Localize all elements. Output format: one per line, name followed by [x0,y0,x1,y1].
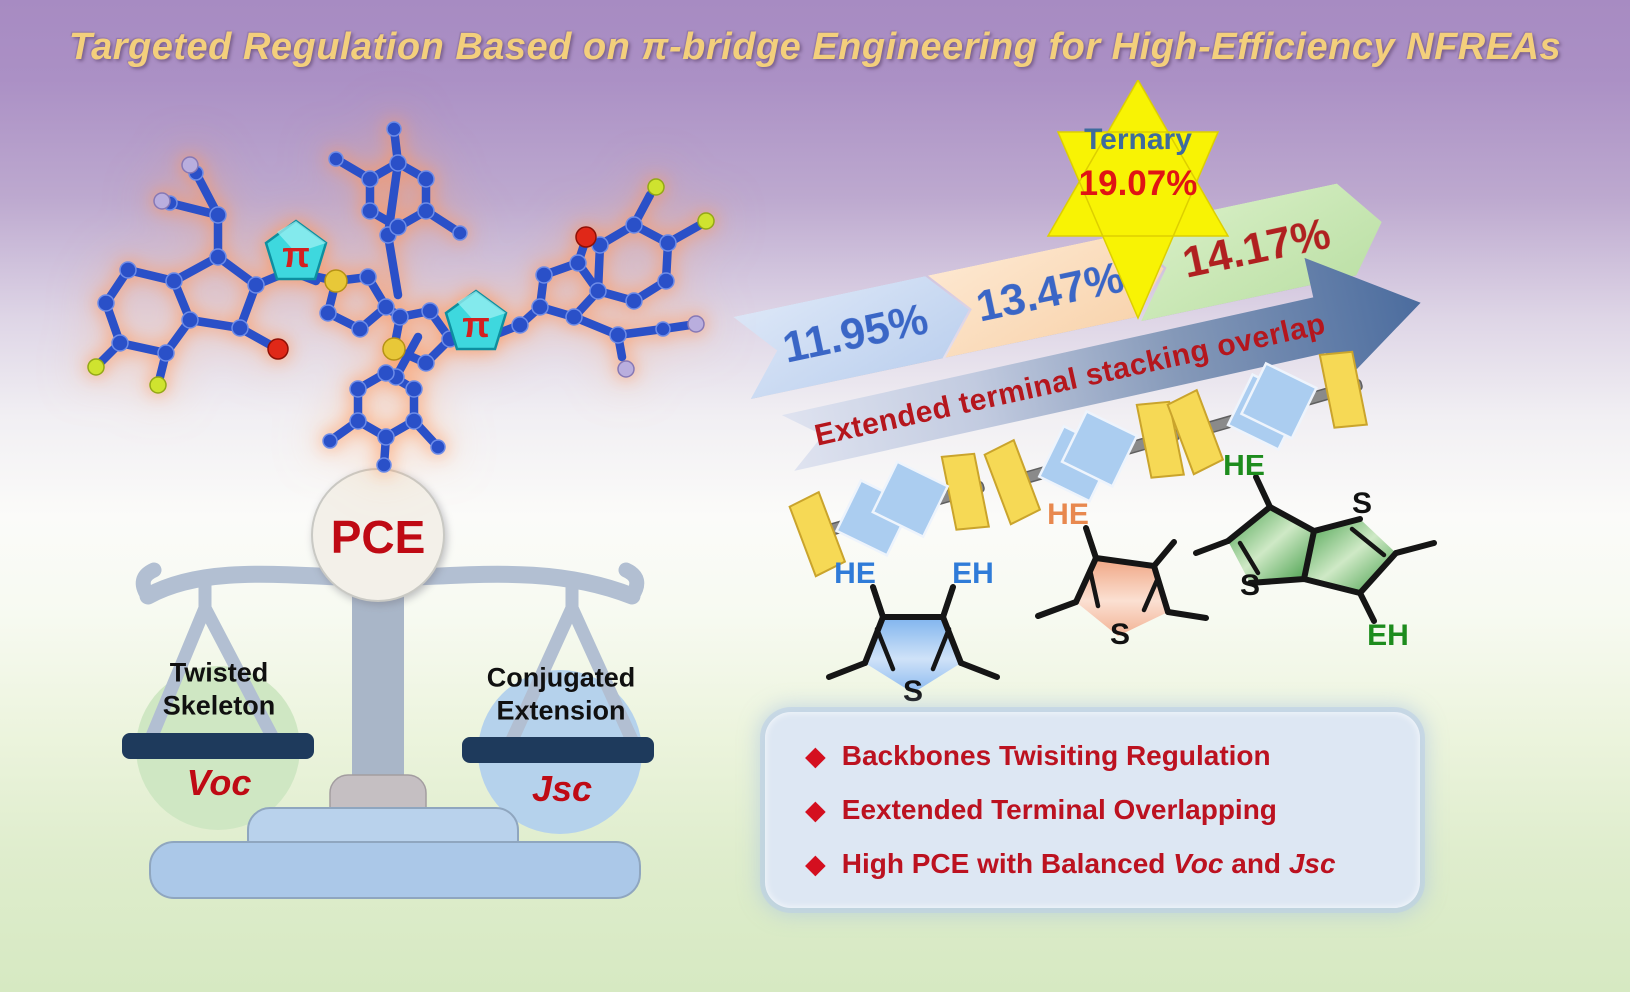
thiophene-orange: S HE [1035,500,1209,651]
key-point-1-text: Backbones Twisiting Regulation [841,740,1271,771]
nitrogen-atom [617,360,635,378]
balance-scale [122,468,654,899]
diamond-bullet-icon: ◆ [805,794,826,825]
pi-symbol: π [282,234,310,275]
sulfur-atom [382,337,406,361]
diamond-bullet-icon: ◆ [805,848,826,879]
fluorine-atom [647,178,665,196]
key-point-3: ◆ High PCE with Balanced Voc and Jsc [805,848,1420,880]
jsc-pan-title-line1: Conjugated [486,662,636,693]
diamond-bullet-icon: ◆ [805,740,826,771]
thienothiophene-green: S S HE EH [1193,455,1437,652]
sulfur-atom [324,269,348,293]
pce-label: PCE [330,511,426,563]
fluorine-atom [697,212,715,230]
jsc-pan-bar [462,737,654,763]
carbon-atoms [97,121,677,473]
voc-pan-title-line2: Skeleton [162,690,276,721]
oxygen-atom [267,338,289,360]
ternary-label: Ternary [1084,123,1192,156]
key-points-box: ◆ Backbones Twisiting Regulation ◆ Eexte… [765,712,1420,908]
nitrogen-atom [687,315,705,333]
key-point-1: ◆ Backbones Twisiting Regulation [805,740,1420,772]
pi-symbol: π [462,304,490,345]
thiophene-blue: S HE EH [826,557,1000,708]
stacking-schematic-3 [1166,350,1369,476]
oxygen-atom [575,226,597,248]
he-label-blue: HE [834,557,876,590]
ternary-star-icon [1046,80,1230,320]
jsc-pan-title-line2: Extension [496,695,626,726]
sulfur-label: S [903,675,923,708]
eh-label-green: EH [1367,619,1409,652]
voc-pan-title-line1: Twisted [169,657,269,688]
voc-pan-bar [122,733,314,759]
key-point-3-text: High PCE with Balanced Voc and Jsc [841,848,1336,879]
sulfur-label: S [1352,487,1372,520]
he-label-green: HE [1223,455,1265,482]
fluorine-atom [87,358,105,376]
eh-label-blue: EH [952,557,994,590]
stacking-schematic-1 [788,452,991,578]
key-point-2: ◆ Eextended Terminal Overlapping [805,794,1420,826]
jsc-value: Jsc [531,768,593,809]
nitrogen-atom [181,156,199,174]
fluorine-atom [149,376,167,394]
pi-bridge-unit: π [444,289,508,351]
sulfur-label: S [1110,618,1130,651]
voc-value: Voc [186,762,252,803]
key-point-2-text: Eextended Terminal Overlapping [841,794,1277,825]
sulfur-label: S [1240,569,1260,602]
he-label-orange: HE [1047,500,1089,531]
page-title: Targeted Regulation Based on π-bridge En… [68,26,1562,68]
nitrogen-atom [153,192,171,210]
molecule-structure: π π [87,121,715,473]
pi-bridge-unit: π [264,219,328,281]
ternary-pce-value: 19.07% [1078,164,1198,203]
